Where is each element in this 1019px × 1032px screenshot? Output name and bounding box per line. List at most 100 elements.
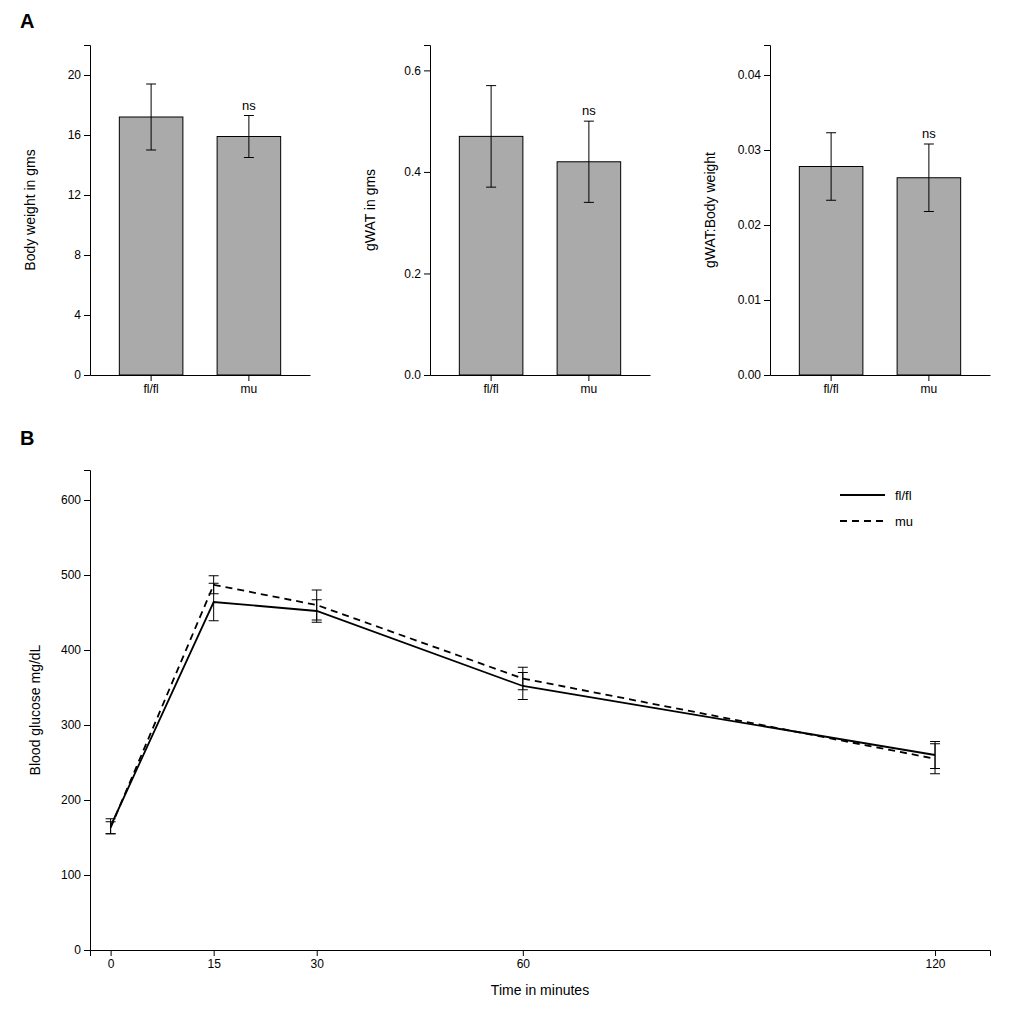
- error-bar: [826, 133, 836, 201]
- tick-label: 0.00: [738, 368, 762, 382]
- tick-mark: [764, 225, 770, 226]
- line: [111, 585, 935, 828]
- tick-mark: [764, 375, 770, 376]
- tick-label: fl/fl: [483, 382, 498, 396]
- tick-label: 0.0: [404, 368, 421, 382]
- tick: 60: [517, 950, 531, 971]
- tick: 4: [74, 308, 90, 322]
- x-axis: fl/fl mu: [771, 375, 991, 396]
- tick-mark: [317, 950, 318, 956]
- tick: mu: [581, 375, 598, 396]
- tick: 500: [61, 568, 90, 582]
- tick: 0.03: [738, 143, 770, 157]
- axis-line: [84, 471, 91, 951]
- tick-label: 0.4: [404, 165, 421, 179]
- tick: 0.04: [738, 68, 770, 82]
- tick-mark: [491, 375, 492, 381]
- axis-line: [91, 951, 991, 957]
- y-axis-title: gWAT in gms: [362, 169, 378, 251]
- tick-label: 0: [108, 957, 115, 971]
- axis-line: [424, 46, 431, 376]
- tick: 120: [926, 950, 946, 971]
- y-axis: 0 100 200 300 400 500 600: [61, 471, 91, 958]
- tick-mark: [84, 135, 90, 136]
- tick-mark: [424, 375, 430, 376]
- tick-label: 100: [61, 868, 81, 882]
- tick: 100: [61, 868, 90, 882]
- panel-label: A: [20, 10, 34, 32]
- y-axis: 048121620: [68, 46, 91, 383]
- y-axis-title: Body weight in gms: [22, 149, 38, 270]
- x-axis-title: Time in minutes: [491, 982, 589, 998]
- tick-mark: [928, 375, 929, 381]
- tick-mark: [84, 315, 90, 316]
- legend-item: mu: [840, 514, 913, 529]
- tick-mark: [764, 150, 770, 151]
- tick-label: 0.03: [738, 143, 762, 157]
- tick-label: 30: [311, 957, 325, 971]
- tick: 400: [61, 643, 90, 657]
- tick: 0: [74, 368, 90, 382]
- error-bar: [584, 121, 594, 202]
- tick-mark: [84, 75, 90, 76]
- tick-mark: [424, 273, 430, 274]
- error-bar: [924, 144, 934, 212]
- tick-label: 300: [61, 718, 81, 732]
- tick: 0: [74, 943, 90, 957]
- tick: fl/fl: [483, 375, 498, 396]
- tick-label: mu: [581, 382, 598, 396]
- tick: 30: [311, 950, 325, 971]
- tick-label: 0.2: [404, 267, 421, 281]
- tick: 0.02: [738, 218, 770, 232]
- axis-line: [431, 375, 651, 376]
- tick: 0.2: [404, 267, 430, 281]
- tick-mark: [764, 75, 770, 76]
- annotation: ns: [242, 98, 256, 113]
- tick-label: 400: [61, 643, 81, 657]
- bar: [217, 137, 281, 376]
- tick: 12: [68, 188, 90, 202]
- tick: 0.4: [404, 165, 430, 179]
- tick-label: 120: [926, 957, 946, 971]
- annotation: ns: [582, 103, 596, 118]
- tick-label: fl/fl: [143, 382, 158, 396]
- tick-mark: [588, 375, 589, 381]
- tick-label: mu: [921, 382, 938, 396]
- tick: 15: [207, 950, 221, 971]
- error-bar: [106, 819, 116, 834]
- tick-mark: [424, 172, 430, 173]
- tick-mark: [84, 800, 90, 801]
- tick-mark: [84, 950, 90, 951]
- tick-label: 600: [61, 493, 81, 507]
- tick: 0.0: [404, 368, 430, 382]
- tick-mark: [424, 70, 430, 71]
- axis-line: [764, 46, 771, 376]
- tick-mark: [935, 950, 936, 956]
- error-bar: [244, 116, 254, 158]
- error-bar: [312, 590, 322, 620]
- plot-area: [106, 576, 940, 834]
- tick-mark: [84, 575, 90, 576]
- tick: mu: [921, 375, 938, 396]
- error-bar: [486, 86, 496, 188]
- tick-label: fl/fl: [823, 382, 838, 396]
- tick: 0.6: [404, 64, 430, 78]
- tick-label: 0.02: [738, 218, 762, 232]
- tick-label: 0.6: [404, 64, 421, 78]
- tick-label: 0: [74, 368, 81, 382]
- legend: fl/flmu: [840, 488, 913, 529]
- tick: mu: [241, 375, 258, 396]
- y-axis-title: gWAT:Body weight: [702, 152, 718, 268]
- tick-mark: [248, 375, 249, 381]
- legend-swatch: [840, 494, 885, 496]
- axis-line: [91, 375, 311, 376]
- x-axis: 0 15 30 60 120: [91, 950, 991, 971]
- tick-label: 0.04: [738, 68, 762, 82]
- tick-label: 16: [68, 128, 82, 142]
- line: [111, 602, 935, 826]
- tick-label: 200: [61, 793, 81, 807]
- error-bar: [209, 576, 219, 594]
- tick: 0.00: [738, 368, 770, 382]
- x-axis: fl/fl mu: [91, 375, 311, 396]
- tick: 200: [61, 793, 90, 807]
